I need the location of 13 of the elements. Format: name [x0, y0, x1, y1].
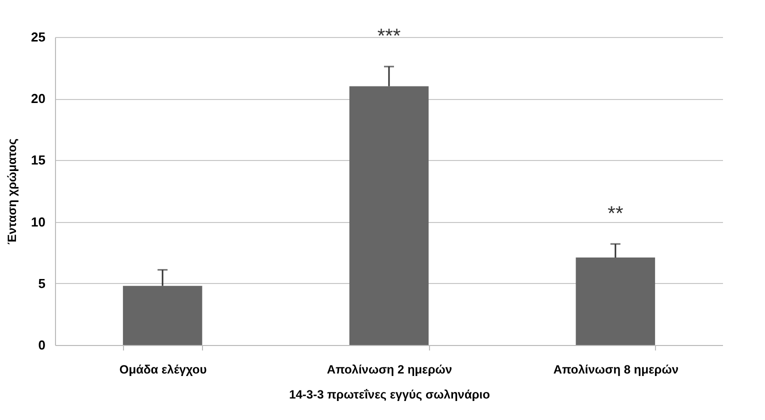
y-tick-label: 25 [31, 30, 46, 44]
annotation: ** [608, 202, 624, 225]
y-tick-label: 15 [31, 152, 46, 168]
x-tick-label: Απολίνωση 8 ημερών [553, 362, 679, 376]
y-tick-label: 20 [31, 91, 46, 106]
y-axis-title: Ένταση χρώματος [5, 138, 20, 244]
y-tick-label: 5 [38, 276, 46, 291]
y-tick-label: 0 [38, 338, 46, 352]
x-tick-label: Απολίνωση 2 ημερών [326, 362, 452, 376]
annotation: *** [377, 26, 401, 48]
y-tick-label: 10 [31, 214, 46, 230]
x-tick-label: Ομάδα ελέγχου [119, 362, 207, 376]
x-axis-title: 14-3-3 πρωτεΐνες εγγύς σωληνάριο [289, 388, 490, 402]
